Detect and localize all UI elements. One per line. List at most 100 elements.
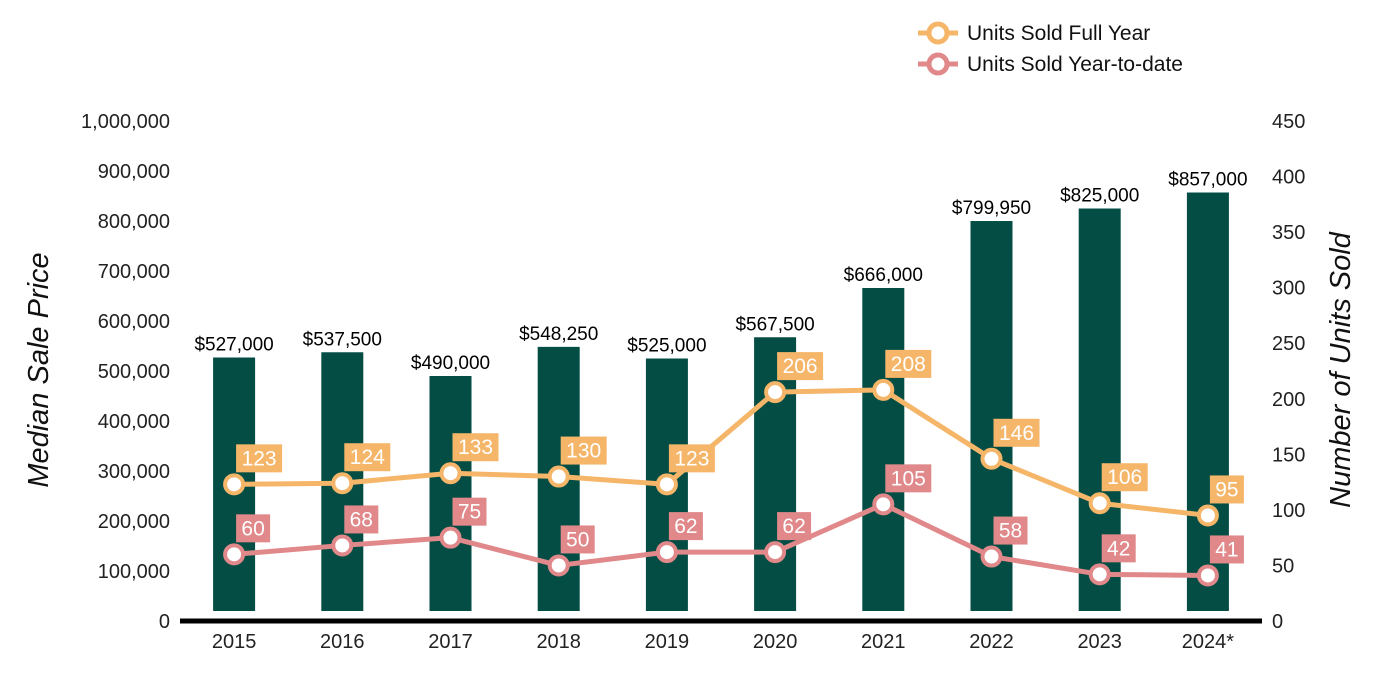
point-value-label-full-year: 106	[1107, 466, 1142, 489]
point-value-label-year-to-date: 68	[350, 508, 373, 531]
point-year-to-date	[547, 554, 570, 577]
x-tick-label: 2020	[753, 631, 798, 653]
bar-value-label: $525,000	[627, 336, 706, 357]
right-tick-label: 300	[1272, 278, 1305, 300]
lines-layer	[223, 378, 1219, 587]
legend-item-full-year: Units Sold Full Year	[918, 21, 1150, 45]
point-full-year	[223, 473, 246, 496]
point-label-box-year-to-date	[560, 525, 595, 554]
right-tick-label: 100	[1272, 500, 1305, 522]
point-full-year	[547, 465, 570, 488]
point-full-year	[331, 472, 354, 495]
point-label-box-full-year	[777, 352, 824, 381]
point-value-label-full-year: 123	[674, 447, 709, 470]
point-label-box-year-to-date	[993, 516, 1028, 545]
right-tick-label: 450	[1272, 111, 1305, 133]
point-full-year	[980, 447, 1003, 470]
left-tick-label: 1,000,000	[81, 111, 170, 133]
point-value-label-full-year: 208	[891, 353, 926, 376]
point-label-box-year-to-date	[1209, 535, 1244, 564]
right-tick-label: 50	[1272, 555, 1294, 577]
point-full-year	[655, 473, 678, 496]
point-label-box-year-to-date	[344, 505, 379, 534]
left-axis-ticks: 0 100,000 200,000 300,000 400,000 500,000 600,…	[81, 111, 170, 633]
point-year-to-date	[655, 541, 678, 564]
bar	[862, 288, 905, 611]
x-tick-label: 2018	[536, 631, 581, 653]
point-label-box-full-year	[236, 444, 283, 473]
bars-layer	[213, 192, 1229, 611]
legend-label-full-year: Units Sold Full Year	[967, 22, 1150, 45]
point-value-label-year-to-date: 60	[241, 517, 264, 540]
bar-value-label: $548,250	[519, 324, 598, 345]
right-tick-label: 150	[1272, 444, 1305, 466]
right-axis-ticks: 0 50 100 150 200 250 300 350 400 450	[1272, 111, 1305, 633]
point-value-label-year-to-date: 41	[1215, 538, 1238, 561]
x-tick-label: 2019	[645, 631, 690, 653]
x-axis-ticks: 2015 2016 2017 2018 2019 2020 2021 2022 2023 2024…	[212, 631, 1234, 653]
left-tick-label: 600,000	[98, 311, 170, 333]
point-label-box-year-to-date	[777, 512, 812, 541]
bar-value-label: $490,000	[411, 353, 490, 374]
x-tick-label: 2016	[320, 631, 365, 653]
left-axis-title: Median Sale Price	[23, 252, 55, 487]
left-tick-label: 900,000	[98, 161, 170, 183]
point-label-box-full-year	[885, 349, 932, 378]
point-value-label-full-year: 124	[350, 446, 385, 469]
right-tick-label: 400	[1272, 167, 1305, 189]
x-tick-label: 2021	[861, 631, 906, 653]
bar-value-label: $666,000	[844, 265, 923, 286]
left-tick-label: 300,000	[98, 461, 170, 483]
x-tick-label: 2022	[969, 631, 1014, 653]
point-label-box-full-year	[452, 433, 499, 462]
point-year-to-date	[1088, 563, 1111, 586]
left-tick-label: 800,000	[98, 211, 170, 233]
point-value-label-full-year: 95	[1215, 478, 1238, 501]
point-label-box-full-year	[560, 436, 607, 465]
point-value-label-year-to-date: 58	[999, 520, 1022, 543]
point-label-box-full-year	[993, 418, 1040, 447]
point-label-box-year-to-date	[668, 512, 703, 541]
left-tick-label: 700,000	[98, 261, 170, 283]
legend-label-year-to-date: Units Sold Year-to-date	[967, 53, 1183, 76]
point-label-box-year-to-date	[885, 464, 932, 493]
right-axis-title: Number of Units Sold	[1325, 231, 1357, 507]
bar-value-label: $567,500	[735, 314, 814, 335]
legend-item-year-to-date: Units Sold Year-to-date	[918, 52, 1183, 76]
point-year-to-date	[980, 545, 1003, 568]
bar-value-label: $527,000	[194, 335, 273, 356]
right-tick-label: 0	[1272, 611, 1283, 633]
point-label-box-full-year	[344, 443, 391, 472]
point-full-year	[1088, 492, 1111, 515]
point-label-box-year-to-date	[452, 497, 487, 526]
point-value-label-full-year: 133	[458, 436, 493, 459]
left-tick-label: 400,000	[98, 411, 170, 433]
point-value-label-year-to-date: 62	[782, 515, 805, 538]
point-value-label-year-to-date: 75	[458, 501, 481, 524]
line-full-year	[234, 387, 1209, 518]
legend-marker-full-year	[926, 21, 950, 45]
x-tick-label: 2015	[212, 631, 257, 653]
point-year-to-date	[439, 526, 462, 549]
left-tick-label: 500,000	[98, 361, 170, 383]
point-year-to-date	[1196, 564, 1219, 587]
x-tick-label: 2024*	[1182, 631, 1234, 653]
point-year-to-date	[331, 534, 354, 557]
right-tick-label: 200	[1272, 389, 1305, 411]
bar	[429, 376, 472, 611]
left-tick-label: 200,000	[98, 511, 170, 533]
legend: Units Sold Full Year Units Sold Year-to-…	[918, 21, 1183, 76]
bar-value-label: $537,500	[303, 329, 382, 350]
point-value-label-year-to-date: 62	[674, 515, 697, 538]
point-label-box-full-year	[1209, 475, 1244, 504]
point-value-label-full-year: 130	[566, 440, 601, 463]
legend-marker-year-to-date	[926, 52, 950, 76]
point-value-label-year-to-date: 50	[566, 528, 589, 551]
right-tick-label: 350	[1272, 222, 1305, 244]
bar-value-label: $857,000	[1168, 170, 1247, 191]
left-tick-label: 100,000	[98, 561, 170, 583]
point-label-box-year-to-date	[236, 514, 271, 543]
point-label-box-full-year	[1101, 463, 1148, 492]
x-tick-label: 2023	[1077, 631, 1122, 653]
